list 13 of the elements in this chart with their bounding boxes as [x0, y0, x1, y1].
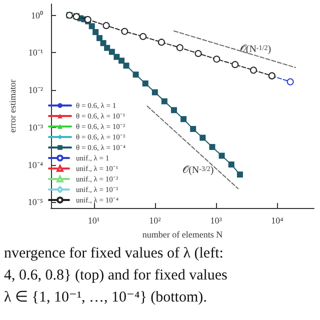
y-tick-label: 10⁰	[31, 10, 44, 20]
y-tick-label: 10⁻²	[28, 85, 44, 96]
x-tick-label: 10¹	[88, 216, 100, 226]
y-tick-label: 10⁻⁵	[28, 197, 44, 208]
y-tick-label: 10⁻⁴	[28, 160, 44, 170]
x-tick-label: 10³	[210, 216, 222, 226]
x-tick-label: 10²	[149, 216, 162, 226]
y-tick-label: 10⁻³	[28, 122, 44, 132]
x-axis-title: number of elements N	[142, 229, 224, 240]
y-tick-label: 10⁻¹	[28, 48, 44, 58]
y-axis-title: error estimator	[8, 79, 18, 133]
text: nvergence for fixed values of λ (left: 4, 0.6, 0.8} (top) and for fixed values λ ∈ {1, 10⁻¹, …, 10⁻⁴} (bottom).	[4, 246, 228, 306]
x-tick-label: 10⁴	[271, 216, 284, 226]
